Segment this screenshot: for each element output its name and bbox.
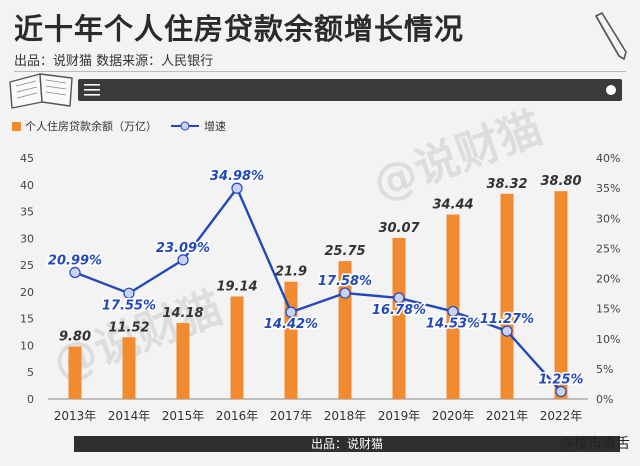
y-left-tick-label: 25 <box>20 259 34 272</box>
bar-value-label: 14.18 <box>162 306 203 321</box>
header-divider <box>14 71 626 72</box>
y-right-tick-label: 15% <box>596 303 620 316</box>
pencil-icon <box>595 12 627 60</box>
x-tick-label: 2018年 <box>324 409 367 423</box>
bar-value-label: 38.32 <box>486 177 527 192</box>
bar <box>392 237 406 399</box>
line-value-label: 14.42% <box>264 317 318 332</box>
line-point <box>285 306 297 318</box>
banner-dot <box>606 85 616 95</box>
line-value-label: 14.53% <box>426 316 480 331</box>
x-tick-label: 2020年 <box>432 409 475 423</box>
line-value-label: 1.25% <box>538 372 583 387</box>
bar <box>230 296 244 399</box>
y-left-tick-label: 30 <box>20 232 34 245</box>
y-right-tick-label: 25% <box>596 242 620 255</box>
y-left-tick-label: 10 <box>20 339 34 352</box>
line-point <box>177 254 189 266</box>
title-banner <box>78 79 622 101</box>
legend-bar-swatch <box>12 121 21 131</box>
line-point <box>501 325 513 337</box>
y-left-tick-label: 40 <box>20 179 34 192</box>
menu-icon <box>84 84 100 96</box>
x-tick-label: 2013年 <box>54 409 97 423</box>
y-right-tick-label: 30% <box>596 212 620 225</box>
x-tick-label: 2015年 <box>162 409 205 423</box>
legend-bar-label: 个人住房贷款余额（万亿） <box>25 120 157 133</box>
y-left-tick-label: 20 <box>20 286 34 299</box>
line-point <box>555 385 567 398</box>
x-tick-label: 2019年 <box>378 409 421 423</box>
bar-value-label: 11.52 <box>108 320 149 335</box>
x-tick-label: 2017年 <box>270 409 313 423</box>
bar-value-label: 30.07 <box>378 221 420 236</box>
bar <box>554 191 568 399</box>
bar <box>122 337 136 399</box>
x-tick-label: 2021年 <box>486 409 529 423</box>
line-point <box>123 287 135 299</box>
line-value-label: 20.99% <box>48 254 102 269</box>
line-value-label: 16.78% <box>372 303 426 318</box>
y-right-tick-label: 5% <box>596 363 613 376</box>
line-point <box>231 182 243 194</box>
line-value-label: 17.58% <box>318 274 372 289</box>
footer-bar: 出品：说财猫 <box>74 436 620 452</box>
y-right-tick-label: 0% <box>596 393 613 406</box>
bar-value-label: 34.44 <box>432 198 473 213</box>
y-left-tick-label: 35 <box>20 206 34 219</box>
bar <box>176 323 190 399</box>
bar-value-label: 38.80 <box>540 174 581 189</box>
line-point <box>447 305 459 318</box>
line-value-label: 34.98% <box>210 169 264 184</box>
line-point <box>339 287 351 299</box>
x-tick-label: 2016年 <box>216 409 259 423</box>
chart-title: 近十年个人住房贷款余额增长情况 <box>14 12 465 46</box>
y-right-tick-label: 40% <box>596 152 620 165</box>
legend-line-swatch <box>171 121 199 131</box>
chart-subtitle: 出品：说财猫 数据来源：人民银行 <box>14 54 214 69</box>
corner-watermark: @楼市毒舌 <box>560 436 630 452</box>
y-left-tick-label: 5 <box>27 366 34 379</box>
legend-line-label: 增速 <box>204 120 226 133</box>
y-right-tick-label: 20% <box>596 273 620 286</box>
y-left-tick-label: 15 <box>20 313 34 326</box>
bar-value-label: 19.14 <box>216 279 257 294</box>
x-tick-label: 2022年 <box>540 409 583 423</box>
bar <box>500 193 514 399</box>
book-icon <box>9 73 73 109</box>
growth-line <box>74 187 562 393</box>
bar-value-label: 25.75 <box>324 244 365 259</box>
y-left-tick-label: 45 <box>20 152 34 165</box>
line-point <box>393 292 405 304</box>
y-left-tick-label: 0 <box>27 393 34 406</box>
background-watermark: @说财猫 <box>366 102 549 210</box>
footer-credit: 出品：说财猫 <box>310 437 383 451</box>
x-tick-label: 2014年 <box>108 409 151 423</box>
line-value-label: 23.09% <box>156 241 210 256</box>
chart-legend: 个人住房贷款余额（万亿） 增速 <box>12 118 226 134</box>
y-right-tick-label: 10% <box>596 333 620 346</box>
bar <box>68 346 82 399</box>
bar-value-label: 21.9 <box>275 265 307 280</box>
y-right-tick-label: 35% <box>596 182 620 195</box>
bar-value-label: 9.80 <box>59 330 91 345</box>
line-value-label: 17.55% <box>102 298 156 313</box>
line-value-label: 11.27% <box>480 312 534 327</box>
line-point <box>69 266 81 279</box>
